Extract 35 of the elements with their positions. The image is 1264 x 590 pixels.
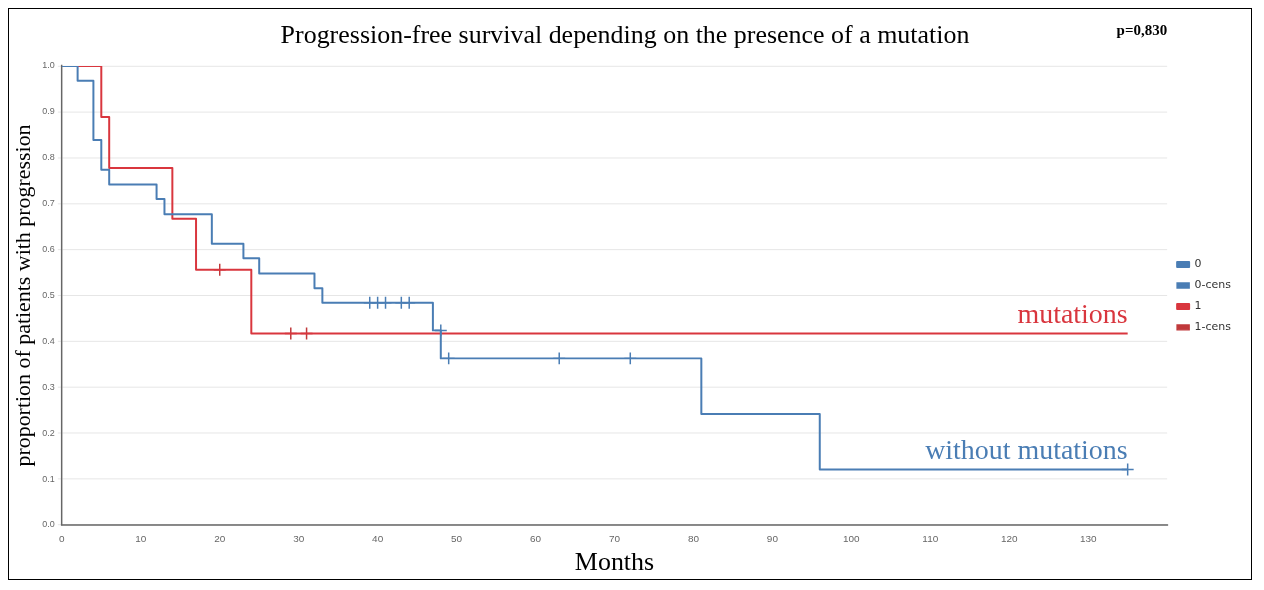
y-tick-label: 0.9 xyxy=(42,106,55,117)
annotation: without mutations xyxy=(925,433,1128,465)
legend-label: 0 xyxy=(1194,257,1202,271)
x-axis-title: Months xyxy=(574,547,655,577)
y-tick-label: 0.4 xyxy=(42,335,55,346)
chart-title: Progression-free survival depending on the presence of a mutation xyxy=(280,20,970,50)
x-tick-label: 10 xyxy=(135,532,147,544)
x-tick-label: 20 xyxy=(214,532,226,544)
legend-label: 1 xyxy=(1194,299,1202,313)
x-tick-label: 130 xyxy=(1079,532,1097,544)
y-tick-label: 0.0 xyxy=(42,519,55,530)
x-tick-label: 0 xyxy=(59,532,66,544)
x-tick-label: 90 xyxy=(766,532,779,544)
x-tick-label: 70 xyxy=(608,532,621,544)
y-tick-label: 0.3 xyxy=(42,381,55,392)
legend-label: 1-cens xyxy=(1194,320,1232,334)
y-tick-label: 0.8 xyxy=(42,152,55,163)
x-tick-label: 110 xyxy=(922,532,939,544)
y-tick-label: 0.7 xyxy=(42,198,55,209)
y-tick-label: 0.2 xyxy=(42,427,55,438)
y-axis-title: proportion of patients with progression xyxy=(9,124,35,467)
y-tick-label: 0.5 xyxy=(42,289,55,300)
x-tick-label: 120 xyxy=(1000,532,1019,544)
x-tick-label: 100 xyxy=(843,532,861,544)
legend-label: 0-cens xyxy=(1194,278,1232,292)
y-tick-label: 0.6 xyxy=(42,244,55,255)
annotation: mutations xyxy=(1017,298,1128,329)
y-tick-label: 1.0 xyxy=(42,60,55,71)
x-tick-label: 80 xyxy=(687,532,700,544)
text: p=0,830 xyxy=(1116,21,1168,38)
x-tick-label: 30 xyxy=(293,532,305,544)
x-tick-label: 40 xyxy=(372,532,384,544)
x-tick-label: 50 xyxy=(451,532,463,544)
y-tick-label: 0.1 xyxy=(42,473,55,484)
x-tick-label: 60 xyxy=(529,532,542,544)
